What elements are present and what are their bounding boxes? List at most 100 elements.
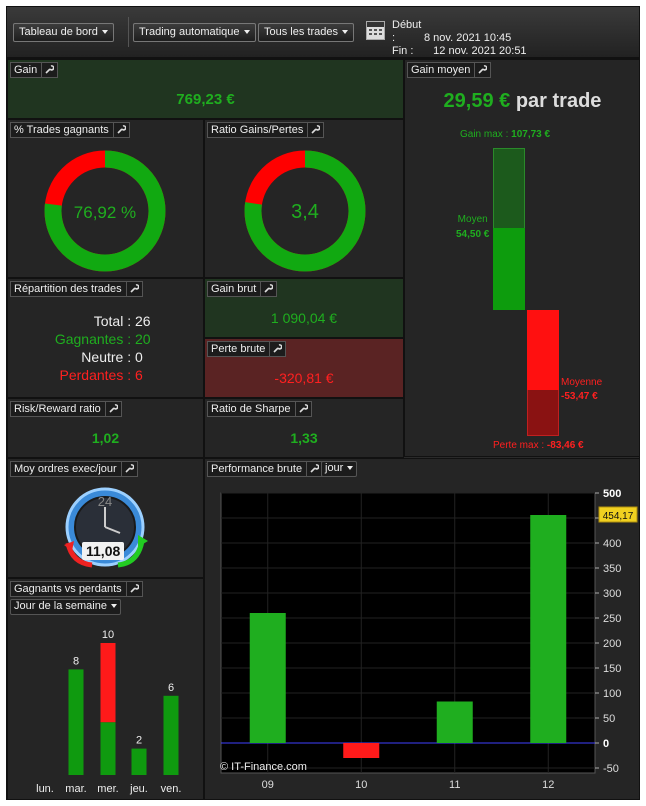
- sharpe-title-label: Ratio de Sharpe: [211, 403, 291, 415]
- perf-period-dropdown[interactable]: jour: [321, 461, 358, 477]
- trading-dropdown[interactable]: Trading automatique: [133, 23, 256, 42]
- gain-moyen-value: 29,59 €: [443, 90, 511, 112]
- perf-bar: [343, 743, 380, 758]
- gvp-period-dropdown[interactable]: Jour de la semaine: [10, 599, 121, 615]
- wrench-icon[interactable]: [125, 282, 139, 296]
- trades-filter-dropdown[interactable]: Tous les trades: [258, 23, 354, 42]
- gain-max-line: Gain max : 107,73 €: [460, 129, 550, 140]
- perte-brute-value: -320,81 €: [274, 370, 334, 386]
- perdantes-label: Perdantes :: [59, 367, 132, 383]
- chevron-down-icon: [341, 30, 348, 35]
- gain-value: 769,23 €: [176, 91, 235, 108]
- gain-brut-panel: Gain brut 1 090,04 €: [204, 278, 404, 338]
- wrench-icon[interactable]: [269, 342, 283, 356]
- dashboard-dropdown[interactable]: Tableau de bord: [13, 23, 114, 42]
- gvp-total-label: 2: [136, 735, 142, 747]
- perf-y-tick-label: 350: [603, 563, 621, 575]
- neutre-value: 0: [135, 349, 143, 365]
- gain-moyen-suffix: par trade: [515, 90, 602, 112]
- neutre-row: Neutre : 0: [8, 349, 153, 365]
- gvp-day-label: ven.: [161, 783, 182, 795]
- perte-max-line: Perte max : -83,46 €: [493, 440, 584, 451]
- toolbar-divider: [128, 17, 129, 47]
- moyenne-label: Moyenne: [561, 377, 603, 388]
- gain-brut-title: Gain brut: [207, 281, 278, 297]
- repartition-panel: Répartition des trades Total : 26 Gagnan…: [7, 278, 204, 398]
- wrench-icon[interactable]: [41, 63, 55, 77]
- ratio-title: Ratio Gains/Pertes: [207, 122, 325, 138]
- risk-reward-title-label: Risk/Reward ratio: [14, 403, 101, 415]
- wrench-icon[interactable]: [306, 462, 320, 476]
- gain-brut-title-label: Gain brut: [211, 283, 257, 295]
- gagnantes-value: 20: [135, 331, 151, 347]
- gvp-chart: lun. 8 mar. 10 mer. 2 jeu. 6 ven.: [36, 629, 182, 795]
- perf-y-tick-label: -50: [603, 763, 619, 775]
- chevron-down-icon: [101, 30, 108, 35]
- dashboard-window: Tableau de bord Trading automatique Tous…: [6, 6, 640, 800]
- moyen-label: Moyen: [457, 214, 488, 225]
- gain-brut-value: 1 090,04 €: [270, 310, 338, 326]
- repartition-title-label: Répartition des trades: [14, 283, 122, 295]
- gvp-winners-bar: [163, 695, 179, 775]
- wrench-icon[interactable]: [112, 123, 126, 137]
- pct-trades-value: 76,92 %: [73, 203, 137, 222]
- gvp-winners-bar: [131, 748, 147, 775]
- perte-brute-panel: Perte brute -320,81 €: [204, 338, 404, 398]
- gvp-day-label: jeu.: [129, 783, 148, 795]
- gvp-title: Gagnants vs perdants: [10, 581, 143, 597]
- gain-title: Gain: [10, 62, 59, 78]
- calendar-icon[interactable]: [366, 21, 385, 40]
- clock-hours: 24: [97, 494, 113, 509]
- gvp-day-label: mer.: [97, 783, 118, 795]
- wrench-icon[interactable]: [125, 582, 139, 596]
- gvp-total-label: 8: [73, 655, 79, 667]
- start-value: 8 nov. 2021 10:45: [424, 32, 512, 44]
- gagnantes-row: Gagnantes : 20: [8, 331, 153, 347]
- gain-moyen-panel: Gain moyen 29,59 € par trade Gain max : …: [404, 59, 639, 457]
- end-label: Fin :: [392, 45, 414, 57]
- perf-bar: [436, 701, 473, 743]
- wrench-icon[interactable]: [120, 462, 134, 476]
- end-value: 12 nov. 2021 20:51: [433, 45, 527, 57]
- perf-x-tick-label: 11: [449, 779, 460, 791]
- chevron-down-icon: [243, 30, 250, 35]
- gvp-period-label: Jour de la semaine: [14, 600, 107, 612]
- gain-moyen-headline: 29,59 € par trade: [405, 90, 639, 113]
- neutre-label: Neutre :: [81, 349, 132, 365]
- gvp-winners-bar: [68, 669, 84, 775]
- total-row: Total : 26: [8, 313, 153, 329]
- pct-trades-title-label: % Trades gagnants: [14, 124, 109, 136]
- date-range[interactable]: Début :8 nov. 2021 10:45 Fin : 12 nov. 2…: [392, 19, 527, 58]
- moy-ordres-title: Moy ordres exec/jour: [10, 461, 138, 477]
- perf-y-tick-label: 400: [603, 538, 621, 550]
- risk-reward-value: 1,02: [91, 430, 120, 446]
- perf-x-tick-label: 10: [355, 779, 367, 791]
- repartition-title: Répartition des trades: [10, 281, 143, 297]
- sharpe-title: Ratio de Sharpe: [207, 401, 312, 417]
- perf-y-tick-label: 300: [603, 588, 621, 600]
- gain-avg-bar: [493, 228, 525, 310]
- wrench-icon[interactable]: [294, 402, 308, 416]
- perf-panel: Performance brute jour -50 0 50 100 150 200 25…: [204, 458, 639, 799]
- gvp-total-label: 6: [168, 682, 174, 694]
- gain-moyen-title-label: Gain moyen: [411, 64, 471, 76]
- wrench-icon[interactable]: [104, 402, 118, 416]
- perte-brute-title-label: Perte brute: [211, 343, 266, 355]
- pct-trades-title: % Trades gagnants: [10, 122, 130, 138]
- wrench-icon[interactable]: [474, 63, 488, 77]
- chevron-down-icon: [110, 604, 117, 609]
- perf-y-tick-label: 50: [603, 713, 615, 725]
- donut-win-arc: [244, 150, 366, 272]
- moy-ordres-panel: Moy ordres exec/jour 24 11,08: [7, 458, 204, 578]
- gvp-winners-bar: [100, 722, 116, 775]
- perf-bar: [249, 613, 286, 743]
- wrench-icon[interactable]: [260, 282, 274, 296]
- perf-title: Performance brute: [207, 461, 324, 477]
- pct-trades-donut: [44, 150, 166, 272]
- gvp-day-label: mar.: [65, 783, 86, 795]
- gvp-panel: Gagnants vs perdants Jour de la semaine …: [7, 578, 204, 799]
- perf-y-tick-label: 200: [603, 638, 621, 650]
- last-value-badge: [598, 506, 638, 523]
- trading-dropdown-label: Trading automatique: [139, 26, 240, 38]
- wrench-icon[interactable]: [307, 123, 321, 137]
